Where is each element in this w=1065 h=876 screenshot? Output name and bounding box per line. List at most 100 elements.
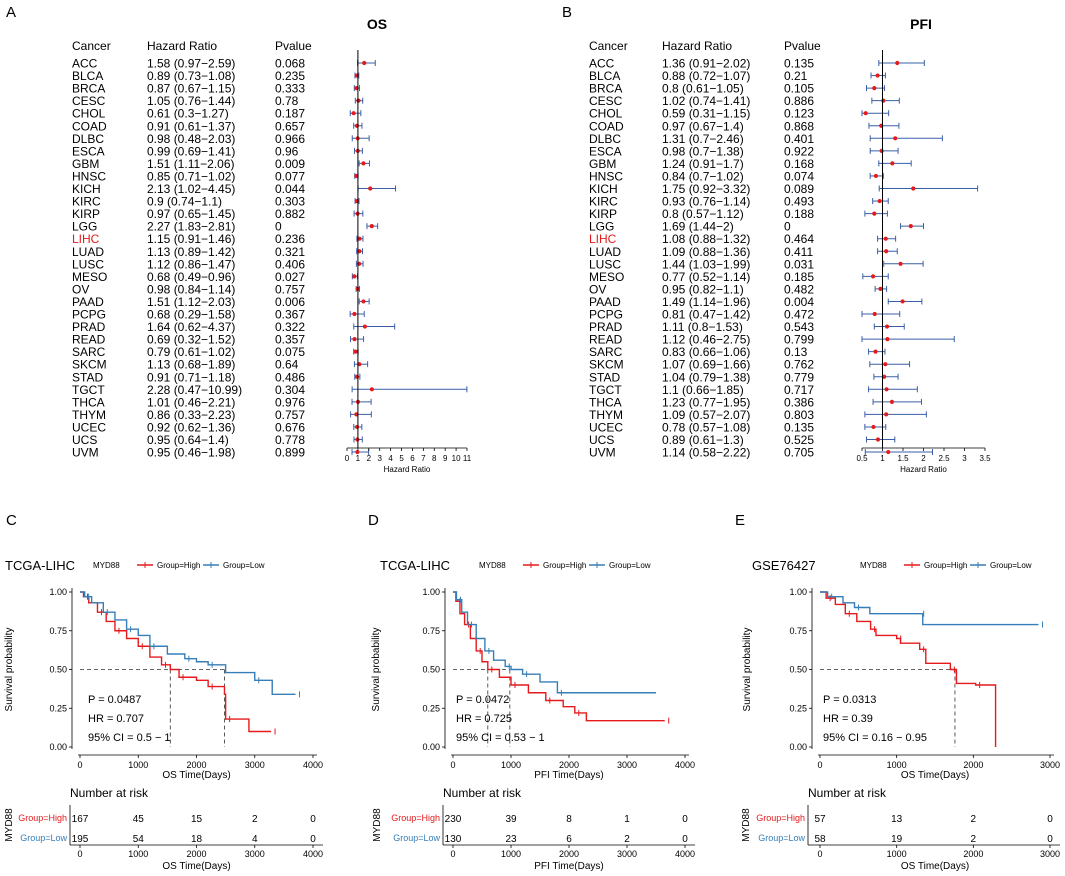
forest-cancer-label: PRAD bbox=[72, 320, 106, 334]
risk-table-row-label: Group=Low bbox=[20, 833, 67, 843]
km-survival-curve bbox=[80, 591, 272, 733]
forest-cancer-label: ESCA bbox=[72, 144, 105, 158]
km-y-tick-label: 0.75 bbox=[49, 626, 67, 636]
km-x-tick-label: 0 bbox=[77, 760, 82, 770]
forest-pvalue: 0.135 bbox=[784, 57, 814, 71]
forest-pvalue: 0.64 bbox=[275, 358, 299, 372]
forest-cancer-label: COAD bbox=[72, 119, 107, 133]
forest-pvalue: 0.886 bbox=[784, 94, 814, 108]
forest-pvalue: 0.006 bbox=[275, 295, 305, 309]
forest-cancer-label: LGG bbox=[589, 220, 614, 234]
km-y-tick-label: 1.00 bbox=[49, 587, 67, 597]
km-legend-title: MYD88 bbox=[860, 561, 887, 570]
forest-hr-text: 0.59 (0.31−1.15) bbox=[662, 107, 750, 121]
forest-hr-text: 1.13 (0.89−1.42) bbox=[147, 245, 235, 259]
forest-pvalue: 0.803 bbox=[784, 408, 814, 422]
forest-pvalue: 0.357 bbox=[275, 333, 305, 347]
km-legend-title: MYD88 bbox=[479, 561, 506, 570]
forest-hr-point bbox=[361, 161, 366, 166]
forest-x-tick-label: 1 bbox=[356, 454, 361, 463]
forest-header: Cancer bbox=[72, 39, 111, 53]
risk-table-tick-label: 2000 bbox=[559, 849, 579, 859]
forest-cancer-label: PAAD bbox=[589, 295, 621, 309]
forest-hr-text: 1.64 (0.62−4.37) bbox=[147, 320, 235, 334]
forest-x-tick-label: 1.5 bbox=[897, 454, 909, 463]
km-survival-curve bbox=[820, 591, 1039, 626]
forest-cancer-label: KIRP bbox=[589, 207, 617, 221]
km-x-tick-label: 4000 bbox=[675, 760, 695, 770]
forest-pvalue: 0.778 bbox=[275, 433, 305, 447]
forest-hr-point bbox=[352, 337, 357, 342]
forest-pvalue: 0.464 bbox=[784, 232, 814, 246]
forest-hr-text: 1.75 (0.92−3.32) bbox=[662, 182, 750, 196]
risk-table-value: 23 bbox=[505, 834, 517, 845]
forest-hr-text: 1.13 (0.68−1.89) bbox=[147, 358, 235, 372]
forest-cancer-label: LUSC bbox=[589, 257, 621, 271]
km-y-tick-label: 0.25 bbox=[422, 703, 440, 713]
forest-x-axis-label: Hazard Ratio bbox=[384, 465, 431, 474]
km-x-tick-label: 2000 bbox=[186, 760, 206, 770]
forest-x-tick-label: 9 bbox=[443, 454, 448, 463]
forest-x-tick-label: 7 bbox=[421, 454, 426, 463]
forest-cancer-label: KICH bbox=[589, 182, 618, 196]
km-survival-curve bbox=[820, 591, 997, 747]
forest-hr-point bbox=[885, 337, 890, 342]
forest-header: Pvalue bbox=[784, 39, 821, 53]
forest-hr-text: 1.51 (1.12−2.03) bbox=[147, 295, 235, 309]
forest-pvalue: 0.031 bbox=[784, 257, 814, 271]
forest-pvalue: 0.882 bbox=[275, 207, 305, 221]
risk-table-value: 0 bbox=[310, 834, 316, 845]
forest-hr-point bbox=[352, 311, 357, 317]
forest-hr-text: 0.8 (0.61−1.05) bbox=[662, 82, 744, 96]
km-stat-text: HR = 0.725 bbox=[456, 713, 512, 725]
risk-table-value: 230 bbox=[445, 814, 462, 825]
forest-cancer-label: KIRP bbox=[72, 207, 100, 221]
forest-cancer-label: THYM bbox=[72, 408, 106, 422]
km-y-tick-label: 0.00 bbox=[789, 742, 807, 752]
forest-cancer-label: PAAD bbox=[72, 295, 104, 309]
panel-a-title: OS bbox=[367, 16, 387, 32]
forest-pvalue: 0.075 bbox=[275, 345, 305, 359]
forest-cancer-label: LIHC bbox=[72, 232, 100, 246]
km-y-tick-label: 1.00 bbox=[422, 587, 440, 597]
forest-cancer-label: STAD bbox=[72, 370, 103, 384]
forest-hr-point bbox=[875, 437, 881, 442]
forest-pvalue: 0.976 bbox=[275, 395, 305, 409]
forest-hr-point bbox=[886, 449, 891, 455]
panel-e-letter: E bbox=[735, 512, 745, 529]
forest-cancer-label: SARC bbox=[589, 345, 623, 359]
forest-hr-point bbox=[369, 224, 374, 229]
forest-pvalue: 0.044 bbox=[275, 182, 305, 196]
risk-table-value: 45 bbox=[133, 814, 145, 825]
risk-table-value: 130 bbox=[445, 834, 462, 845]
forest-cancer-label: GBM bbox=[589, 157, 616, 171]
forest-pvalue: 0.13 bbox=[784, 345, 808, 359]
risk-table-side-label: MYD88 bbox=[372, 808, 383, 842]
forest-cancer-label: LGG bbox=[72, 220, 97, 234]
forest-hr-text: 0.92 (0.62−1.36) bbox=[147, 420, 235, 434]
km-y-tick-label: 0.50 bbox=[49, 665, 67, 675]
forest-cancer-label: PRAD bbox=[589, 320, 623, 334]
forest-pvalue: 0.757 bbox=[275, 282, 305, 296]
forest-hr-text: 1.09 (0.88−1.36) bbox=[662, 245, 750, 259]
forest-pvalue: 0.303 bbox=[275, 195, 305, 209]
forest-cancer-label: CHOL bbox=[72, 107, 106, 121]
forest-x-tick-label: 3 bbox=[962, 454, 967, 463]
risk-table-row-label: Group=Low bbox=[393, 833, 440, 843]
forest-cancer-label: COAD bbox=[589, 119, 624, 133]
risk-table-value: 2 bbox=[971, 814, 977, 825]
risk-table-side-label: MYD88 bbox=[4, 808, 15, 842]
forest-cancer-label: BLCA bbox=[589, 69, 620, 83]
forest-cancer-label: KIRC bbox=[589, 195, 618, 209]
forest-cancer-label: UCS bbox=[72, 433, 97, 447]
forest-hr-text: 1.58 (0.97−2.59) bbox=[147, 57, 235, 71]
km-survival-curve bbox=[80, 591, 296, 695]
forest-pvalue: 0.486 bbox=[275, 370, 305, 384]
forest-pvalue: 0.96 bbox=[275, 144, 299, 158]
forest-hr-point bbox=[362, 60, 367, 66]
km-legend-label: Group=High bbox=[157, 561, 200, 570]
forest-hr-point bbox=[362, 324, 367, 329]
forest-cancer-label: SKCM bbox=[589, 358, 624, 372]
km-x-axis-label: PFI Time(Days) bbox=[534, 770, 603, 781]
